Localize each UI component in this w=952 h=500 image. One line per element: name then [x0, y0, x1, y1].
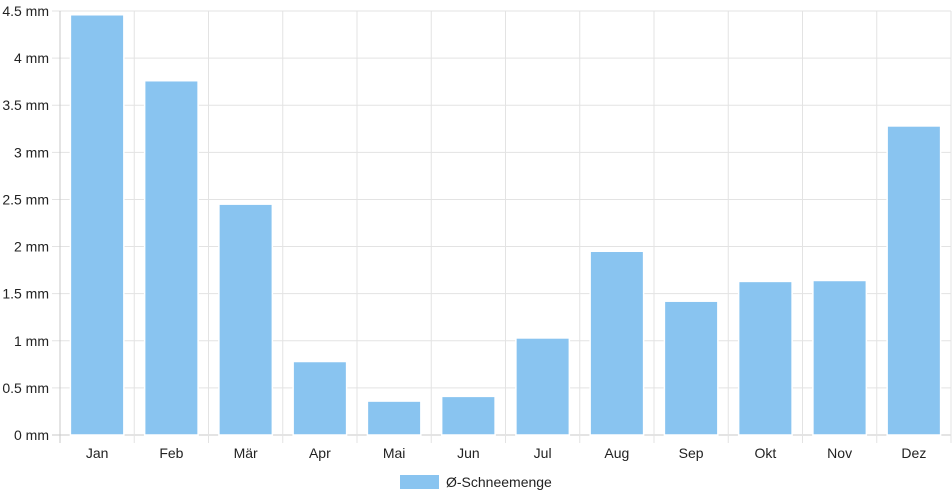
- x-tick-label: Apr: [309, 445, 331, 461]
- bar-mai[interactable]: [366, 400, 422, 436]
- y-axis: 0 mm 0.5 mm 1 mm 1.5 mm 2 mm 2.5 mm 3 mm 3.5 mm…: [2, 3, 49, 443]
- bar-aug[interactable]: [589, 250, 645, 436]
- x-tick-label: Jul: [534, 445, 552, 461]
- bar-jan[interactable]: [69, 14, 125, 436]
- y-tick-label: 4.5 mm: [2, 3, 49, 19]
- y-tick-label: 0.5 mm: [2, 380, 49, 396]
- y-tick-label: 0 mm: [14, 427, 49, 443]
- x-tick-label: Sep: [679, 445, 704, 461]
- x-tick-label: Nov: [827, 445, 852, 461]
- y-tick-label: 1 mm: [14, 333, 49, 349]
- x-tick-label: Dez: [901, 445, 926, 461]
- bar-jul[interactable]: [515, 337, 571, 436]
- y-tick-label: 3.5 mm: [2, 97, 49, 113]
- y-tick-label: 3 mm: [14, 144, 49, 160]
- bar-mär[interactable]: [218, 203, 274, 436]
- bar-dez[interactable]: [886, 125, 942, 436]
- x-tick-label: Mai: [383, 445, 406, 461]
- bar-feb[interactable]: [143, 79, 199, 436]
- y-tick-label: 1.5 mm: [2, 286, 49, 302]
- x-tick-label: Aug: [604, 445, 629, 461]
- x-tick-label: Feb: [159, 445, 183, 461]
- bar-jun[interactable]: [440, 395, 496, 436]
- x-tick-label: Jan: [86, 445, 109, 461]
- x-tick-label: Jun: [457, 445, 480, 461]
- legend-label[interactable]: Ø-Schneemenge: [446, 474, 552, 490]
- legend-swatch[interactable]: [400, 475, 439, 489]
- bar-nov[interactable]: [812, 279, 868, 436]
- x-tick-label: Mär: [234, 445, 258, 461]
- bar-okt[interactable]: [737, 280, 793, 436]
- y-tick-label: 2.5 mm: [2, 191, 49, 207]
- legend[interactable]: Ø-Schneemenge: [400, 474, 552, 490]
- x-axis: Jan Feb Mär Apr Mai Jun Jul Aug Sep Okt Nov Dez: [86, 445, 926, 461]
- grid-lines: [52, 10, 952, 443]
- bar-sep[interactable]: [663, 300, 719, 436]
- bar-apr[interactable]: [292, 360, 348, 436]
- y-tick-label: 4 mm: [14, 50, 49, 66]
- y-tick-label: 2 mm: [14, 239, 49, 255]
- bar-series: [69, 14, 942, 436]
- x-tick-label: Okt: [754, 445, 776, 461]
